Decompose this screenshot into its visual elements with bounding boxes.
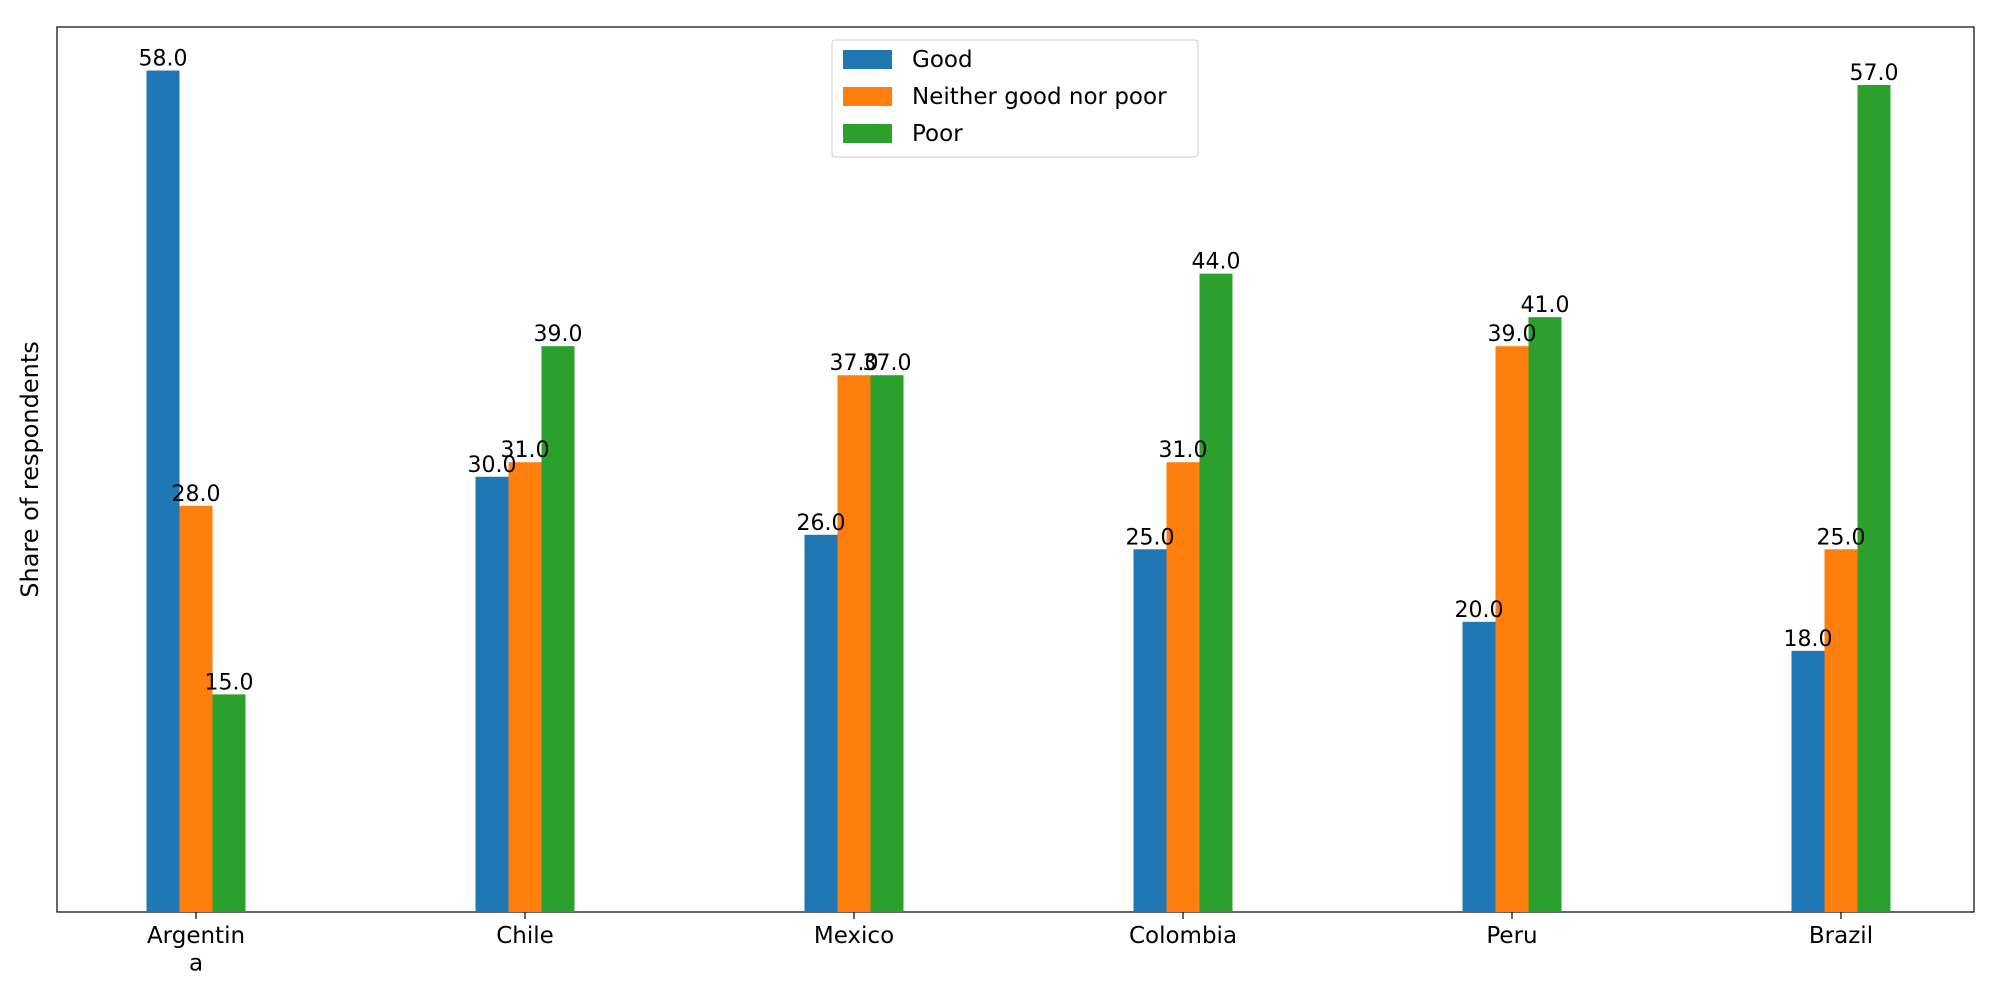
bar-neither-good-nor-poor-argentin-a bbox=[179, 505, 213, 912]
bar-poor-chile bbox=[541, 346, 575, 913]
y-axis-label: Share of respondents bbox=[16, 341, 44, 598]
legend: Good Neither good nor poor Poor bbox=[831, 39, 1199, 158]
legend-swatch-good bbox=[843, 50, 892, 69]
bar-neither-good-nor-poor-colombia bbox=[1166, 462, 1200, 912]
data-label: 41.0 bbox=[1521, 293, 1570, 318]
bar-good-colombia bbox=[1133, 549, 1167, 912]
data-label: 20.0 bbox=[1455, 598, 1504, 623]
data-label: 18.0 bbox=[1784, 627, 1833, 652]
data-label: 30.0 bbox=[468, 453, 517, 478]
legend-label-neither-good-nor-poor: Neither good nor poor bbox=[912, 84, 1167, 110]
x-tick-label: Brazil bbox=[1809, 923, 1873, 949]
bar-neither-good-nor-poor-chile bbox=[508, 462, 542, 912]
bar-good-brazil bbox=[1791, 650, 1825, 912]
bar-neither-good-nor-poor-brazil bbox=[1824, 549, 1858, 912]
bar-poor-colombia bbox=[1199, 273, 1233, 912]
data-label: 31.0 bbox=[501, 438, 550, 463]
legend-items: Good Neither good nor poor Poor bbox=[843, 47, 1167, 147]
bar-poor-brazil bbox=[1857, 85, 1891, 913]
legend-box bbox=[831, 39, 1199, 158]
x-tick-label: Colombia bbox=[1129, 923, 1237, 949]
data-label: 25.0 bbox=[1817, 525, 1866, 550]
data-label: 58.0 bbox=[139, 47, 188, 72]
x-tick-label: Peru bbox=[1486, 923, 1537, 949]
bar-good-peru bbox=[1462, 621, 1496, 912]
legend-label-good: Good bbox=[912, 47, 973, 73]
bar-poor-argentin-a bbox=[212, 694, 246, 912]
x-axis: Argentin a Chile Mexico Colombia Peru Brazil bbox=[147, 912, 1873, 977]
data-label: 37.0 bbox=[830, 351, 879, 376]
bar-good-chile bbox=[475, 476, 509, 912]
bar-poor-peru bbox=[1528, 317, 1562, 912]
bar-good-argentin-a bbox=[146, 70, 180, 912]
bar-neither-good-nor-poor-mexico bbox=[837, 375, 871, 912]
bars-layer bbox=[146, 70, 1891, 913]
x-tick-label: Chile bbox=[496, 923, 554, 949]
data-label: 57.0 bbox=[1850, 61, 1899, 86]
data-label: 25.0 bbox=[1126, 525, 1175, 550]
legend-label-poor: Poor bbox=[912, 121, 963, 147]
data-label: 37.0 bbox=[863, 351, 912, 376]
data-labels-layer: 58.028.015.030.031.039.026.037.037.025.0… bbox=[139, 47, 1899, 696]
data-label: 39.0 bbox=[1488, 322, 1537, 347]
data-label: 15.0 bbox=[205, 670, 254, 695]
data-label: 39.0 bbox=[534, 322, 583, 347]
data-label: 26.0 bbox=[797, 511, 846, 536]
x-tick-label: Argentin a bbox=[147, 923, 245, 977]
data-label: 44.0 bbox=[1192, 250, 1241, 275]
x-tick-label: Mexico bbox=[814, 923, 894, 949]
bar-good-mexico bbox=[804, 534, 838, 912]
data-label: 28.0 bbox=[172, 482, 221, 507]
bar-neither-good-nor-poor-peru bbox=[1495, 346, 1529, 913]
plot-area-frame bbox=[56, 26, 1975, 913]
bar-poor-mexico bbox=[870, 375, 904, 912]
legend-swatch-neither-good-nor-poor bbox=[843, 87, 892, 106]
legend-swatch-poor bbox=[843, 124, 892, 143]
data-label: 31.0 bbox=[1159, 438, 1208, 463]
